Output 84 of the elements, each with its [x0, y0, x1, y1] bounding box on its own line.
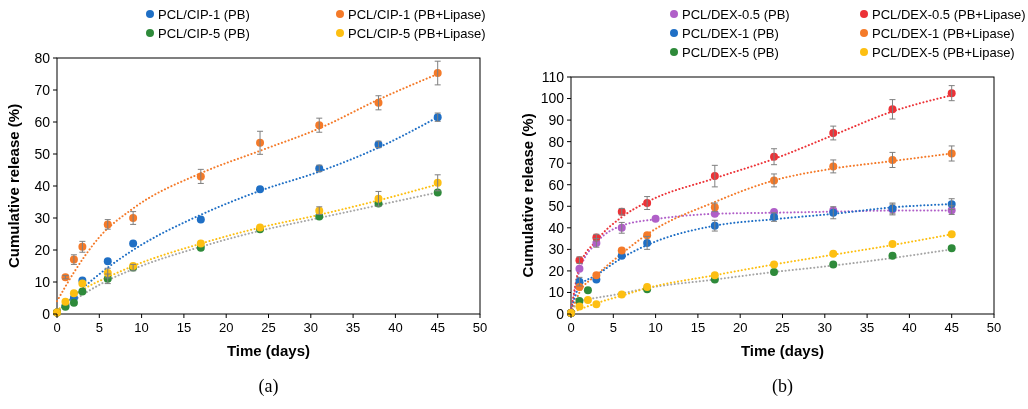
point — [78, 287, 87, 296]
x-tick-label: 25 — [775, 320, 790, 335]
point — [947, 244, 956, 253]
x-tick-label: 50 — [986, 320, 1002, 335]
y-tick-label: 70 — [548, 155, 565, 172]
y-tick-label: 0 — [556, 305, 565, 322]
x-tick-label: 20 — [732, 320, 748, 335]
y-tick-label: 40 — [548, 219, 565, 236]
point — [583, 296, 592, 304]
y-tick-label: 50 — [548, 198, 565, 215]
point — [888, 240, 897, 248]
y-tick-label: 10 — [548, 284, 565, 301]
x-tick-label: 15 — [176, 320, 192, 335]
legend-label: PCL/CIP-1 (PB+Lipase) — [348, 6, 486, 22]
point — [947, 230, 956, 239]
point — [617, 246, 626, 255]
x-tick-label: 30 — [817, 320, 833, 335]
y-tick-label: 40 — [34, 177, 51, 194]
y-axis-title: Cumulative release (%) — [5, 103, 22, 269]
x-tick-label: 35 — [345, 320, 361, 335]
point — [888, 251, 897, 260]
x-tick-label: 25 — [261, 320, 276, 335]
x-tick-label: 45 — [944, 320, 959, 335]
point — [196, 215, 205, 224]
legend-label: PCL/CIP-1 (PB) — [158, 6, 250, 22]
legend-label: PCL/DEX-0.5 (PB) — [682, 6, 790, 22]
legend-label: PCL/DEX-1 (PB) — [682, 25, 779, 41]
legend-label: PCL/DEX-5 (PB+Lipase) — [872, 44, 1015, 60]
y-tick-label: 20 — [34, 241, 51, 258]
text: (a) — [258, 376, 279, 397]
y-tick-label: 50 — [34, 145, 51, 162]
y-tick-label: 100 — [540, 90, 565, 107]
point — [651, 214, 660, 223]
point — [196, 239, 205, 248]
y-tick-label: 30 — [548, 241, 565, 258]
point — [256, 185, 265, 194]
point — [583, 286, 592, 295]
x-tick-label: 10 — [648, 320, 663, 335]
point — [575, 302, 584, 311]
x-tick-label: 0 — [567, 320, 575, 335]
point — [592, 271, 601, 280]
y-tick-label: 60 — [548, 176, 565, 193]
y-tick-label: 10 — [34, 273, 51, 290]
x-tick-label: 15 — [690, 320, 706, 335]
y-axis-title: Cumulative release (%) — [519, 113, 536, 278]
x-tick-label: 5 — [609, 320, 617, 335]
point — [61, 297, 70, 306]
legend-label: PCL/DEX-0.5 (PB+Lipase) — [872, 6, 1026, 22]
x-tick-label: 10 — [134, 320, 149, 335]
legend-label: PCL/DEX-5 (PB) — [682, 44, 779, 60]
point — [770, 260, 779, 269]
y-tick-label: 110 — [541, 68, 565, 85]
x-tick-label: 30 — [303, 320, 319, 335]
y-tick-label: 30 — [34, 209, 51, 226]
point — [617, 290, 626, 299]
point — [69, 289, 78, 298]
point — [129, 239, 138, 248]
y-tick-label: 90 — [548, 111, 565, 128]
x-tick-label: 35 — [859, 320, 875, 335]
y-tick-label: 70 — [34, 81, 51, 98]
x-tick-label: 45 — [430, 320, 445, 335]
x-axis-title: Time (days) — [740, 342, 825, 359]
x-tick-label: 40 — [902, 320, 917, 335]
x-tick-label: 5 — [95, 320, 103, 335]
y-tick-label: 80 — [34, 49, 51, 66]
y-tick-label: 60 — [34, 113, 51, 130]
point — [710, 271, 719, 280]
y-tick-label: 80 — [548, 133, 565, 150]
legend-label: PCL/CIP-5 (PB) — [158, 25, 250, 41]
point — [829, 249, 838, 258]
point — [69, 298, 78, 307]
x-tick-label: 20 — [218, 320, 234, 335]
point — [770, 268, 779, 276]
y-tick-label: 20 — [548, 262, 565, 279]
x-tick-label: 0 — [53, 320, 61, 335]
text: (b) — [772, 376, 793, 397]
x-axis-title: Time (days) — [226, 342, 311, 359]
y-tick-label: 0 — [42, 305, 51, 322]
legend-label: PCL/CIP-5 (PB+Lipase) — [348, 25, 486, 41]
x-tick-label: 40 — [388, 320, 403, 335]
point — [829, 260, 838, 269]
legend-label: PCL/DEX-1 (PB+Lipase) — [872, 25, 1015, 41]
x-tick-label: 50 — [472, 320, 488, 335]
point — [592, 300, 601, 309]
